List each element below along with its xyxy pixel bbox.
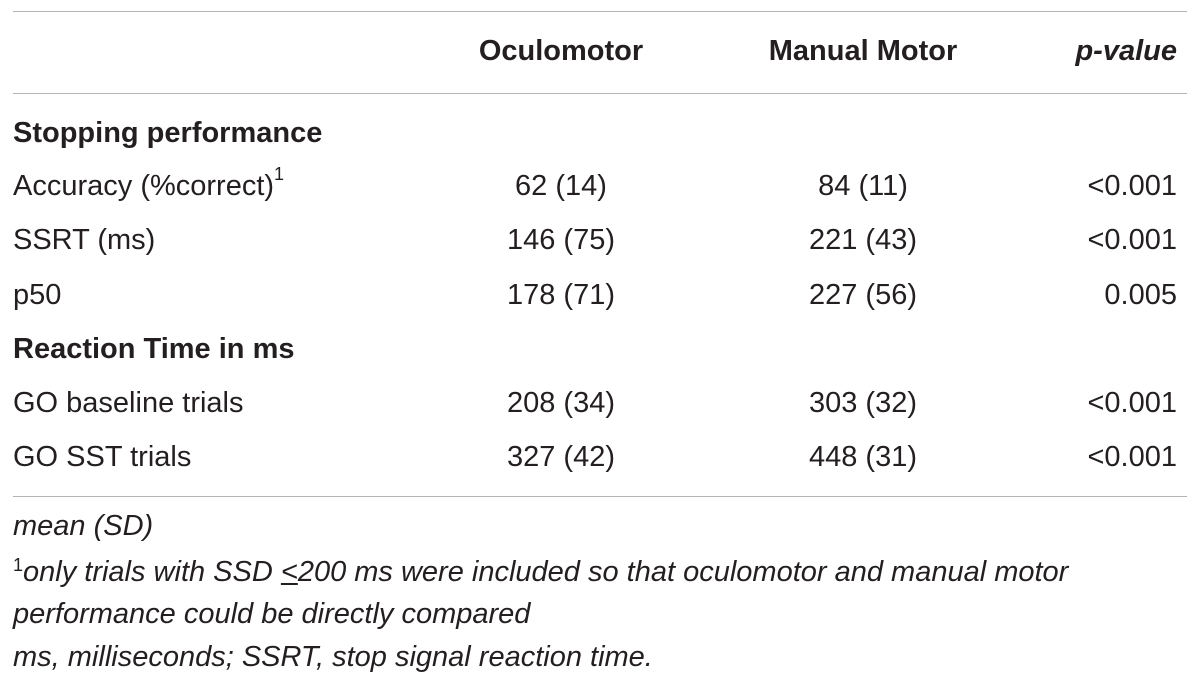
footnote-mean-sd: mean (SD) <box>13 510 154 542</box>
cell-accuracy-manual-motor: 84 (11) <box>818 170 908 202</box>
cell-ssrt-p-value: <0.001 <box>1087 224 1177 256</box>
cell-p50-p-value: 0.005 <box>1104 279 1177 311</box>
header-p-value: p-value <box>1075 35 1177 67</box>
cell-go-sst-p-value: <0.001 <box>1087 441 1177 473</box>
row-label-go-sst: GO SST trials <box>13 441 192 473</box>
section-title-reaction-time: Reaction Time in ms <box>13 333 295 365</box>
cell-go-sst-manual-motor: 448 (31) <box>808 441 917 473</box>
row-label-accuracy: Accuracy (%correct)1 <box>13 164 285 202</box>
cell-accuracy-p-value: <0.001 <box>1087 170 1177 202</box>
row-label-go-baseline: GO baseline trials <box>13 387 244 419</box>
table-top-rule <box>13 11 1187 12</box>
cell-accuracy-oculomotor: 62 (14) <box>515 170 607 202</box>
cell-go-sst-oculomotor: 327 (42) <box>506 441 615 473</box>
less-or-equal-symbol: < <box>280 556 298 588</box>
row-label-ssrt: SSRT (ms) <box>13 224 156 256</box>
footnote-ssd-note: 1only trials with SSD <200 ms were inclu… <box>13 555 1069 588</box>
cell-ssrt-manual-motor: 221 (43) <box>808 224 917 256</box>
cell-p50-manual-motor: 227 (56) <box>808 279 917 311</box>
cell-go-baseline-oculomotor: 208 (34) <box>506 387 615 419</box>
cell-go-baseline-p-value: <0.001 <box>1087 387 1177 419</box>
section-title-stopping-performance: Stopping performance <box>13 117 323 149</box>
footnote-ssd-note-continued: performance could be directly compared <box>13 598 531 630</box>
row-label-p50: p50 <box>13 279 62 311</box>
table-bottom-rule <box>13 496 1187 497</box>
header-oculomotor: Oculomotor <box>478 35 644 67</box>
footnote-abbreviations: ms, milliseconds; SSRT, stop signal reac… <box>13 641 653 673</box>
header-manual-motor: Manual Motor <box>768 35 958 67</box>
header-rule <box>13 93 1187 94</box>
footnote-marker: 1 <box>274 164 285 185</box>
cell-go-baseline-manual-motor: 303 (32) <box>808 387 917 419</box>
footnote-sup-marker: 1 <box>13 555 24 575</box>
cell-ssrt-oculomotor: 146 (75) <box>506 224 615 256</box>
cell-p50-oculomotor: 178 (71) <box>506 279 615 311</box>
